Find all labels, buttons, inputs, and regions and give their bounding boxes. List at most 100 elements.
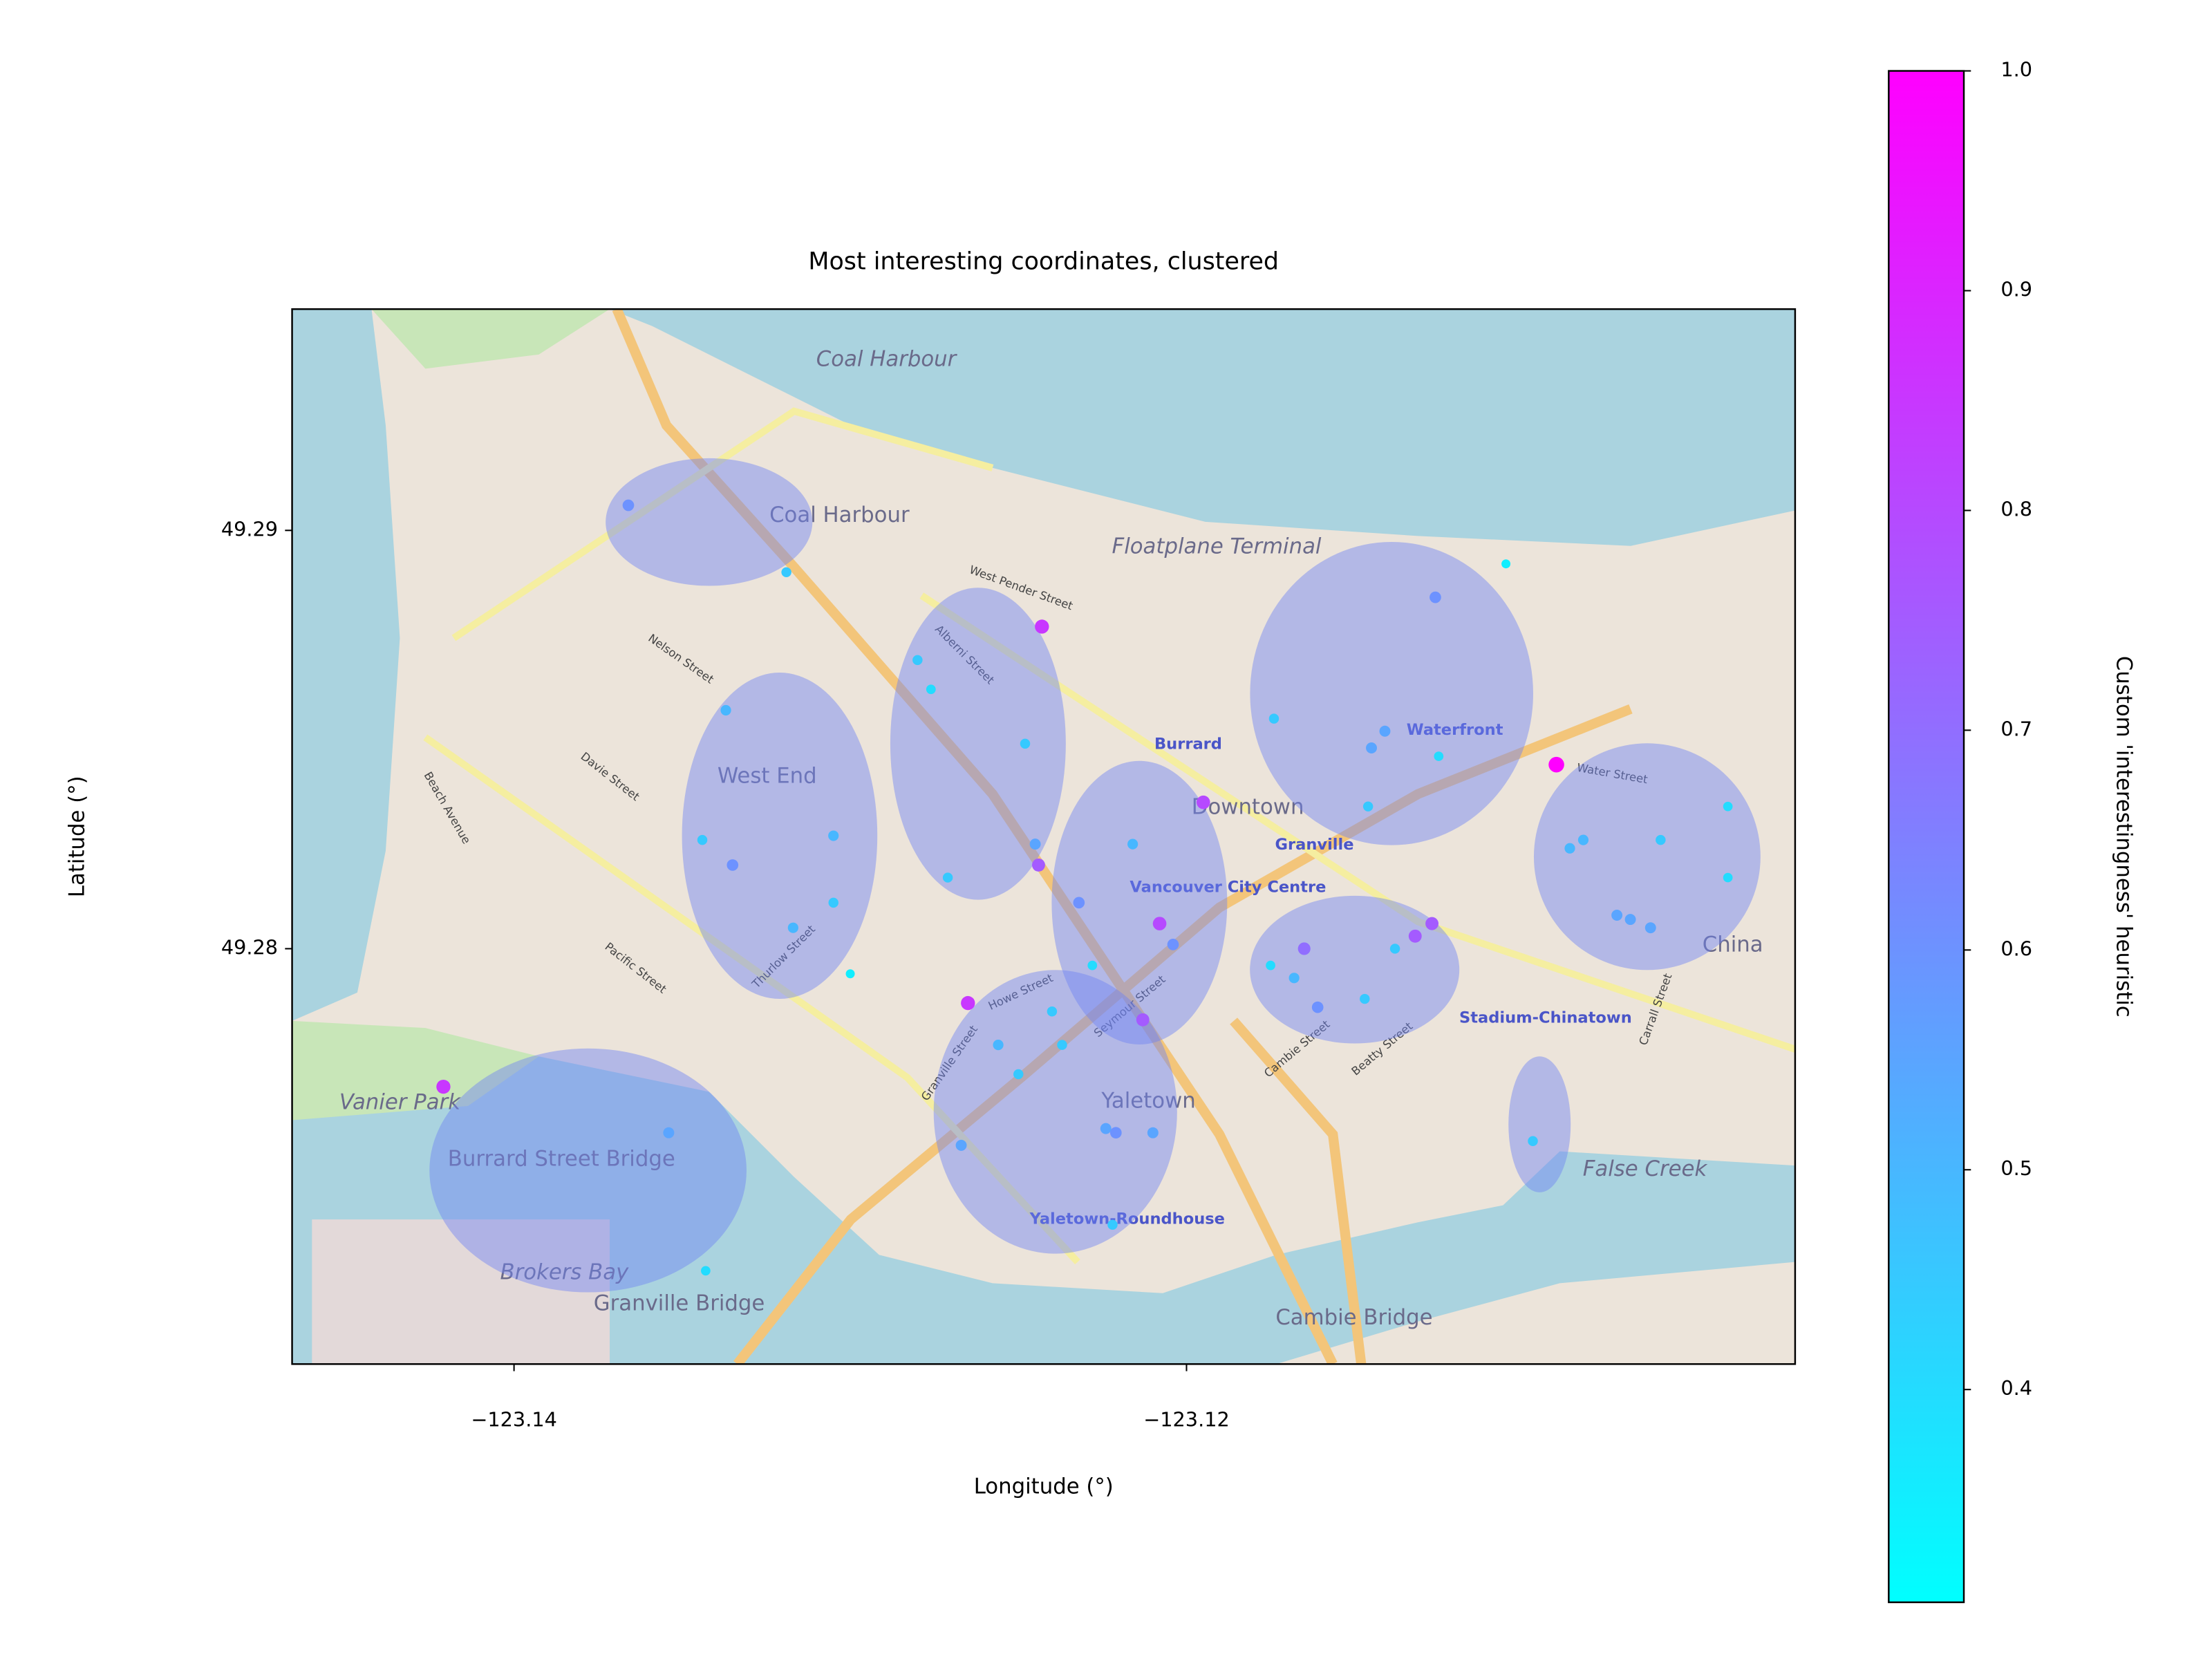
- chart-title: Most interesting coordinates, clustered: [808, 247, 1279, 275]
- point: [787, 922, 798, 933]
- point: [1644, 922, 1656, 934]
- point: [1013, 1069, 1024, 1080]
- colorbar-tick-label: 0.5: [2000, 1156, 2032, 1180]
- point: [1152, 917, 1167, 930]
- point: [727, 859, 739, 871]
- point: [697, 834, 708, 845]
- map-label: China: [1703, 932, 1763, 957]
- point: [1723, 872, 1733, 883]
- x-axis-label: Longitude (°): [974, 1474, 1114, 1499]
- point: [1288, 973, 1300, 984]
- point: [993, 1040, 1004, 1051]
- point: [720, 704, 731, 716]
- point: [1087, 960, 1098, 971]
- cluster: [1250, 541, 1533, 845]
- point: [1379, 725, 1391, 737]
- map-label: Yaletown: [1100, 1088, 1195, 1113]
- map-label: West End: [718, 764, 817, 789]
- map-label: Cambie Bridge: [1275, 1305, 1432, 1330]
- y-tick-label: 49.28: [221, 935, 278, 959]
- map-label: Vanier Park: [339, 1089, 461, 1114]
- map-label: Brokers Bay: [500, 1260, 629, 1285]
- point: [1100, 1123, 1112, 1134]
- plot-area: [429, 458, 1761, 1293]
- map-label: Vancouver City Centre: [1130, 879, 1326, 897]
- point: [663, 1127, 675, 1138]
- cluster: [1051, 760, 1228, 1045]
- cluster: [1508, 1056, 1571, 1192]
- point: [845, 969, 855, 979]
- point: [1297, 942, 1311, 955]
- point: [1035, 619, 1049, 634]
- point: [1501, 559, 1511, 569]
- point: [1032, 858, 1045, 872]
- point: [1624, 914, 1636, 926]
- point: [1196, 795, 1210, 809]
- point: [1577, 834, 1589, 845]
- point: [1564, 843, 1575, 854]
- map-label: Granville Bridge: [594, 1291, 765, 1316]
- point: [1360, 993, 1370, 1004]
- y-axis-label: Latitude (°): [64, 776, 89, 897]
- point: [1266, 960, 1275, 971]
- point: [961, 995, 975, 1011]
- point: [701, 1266, 711, 1276]
- point: [1167, 939, 1179, 950]
- colorbar-tick-label: 0.7: [2000, 717, 2032, 740]
- colorbar-tick-label: 0.6: [2000, 937, 2032, 960]
- colorbar-tick-label: 0.8: [2000, 497, 2032, 521]
- point: [828, 897, 838, 908]
- point: [1528, 1136, 1538, 1147]
- map-label: False Creek: [1583, 1156, 1708, 1181]
- colorbar: [1888, 70, 1965, 1604]
- point: [828, 830, 839, 841]
- map-label: Burrard Street Bridge: [448, 1146, 675, 1171]
- point: [1311, 1001, 1324, 1013]
- x-tick-label: −123.14: [471, 1407, 556, 1431]
- cluster: [1250, 895, 1460, 1044]
- map-label: Yaletown-Roundhouse: [1029, 1210, 1225, 1228]
- point: [1073, 897, 1085, 909]
- point: [1109, 1127, 1122, 1139]
- map-label: Burrard: [1154, 735, 1222, 753]
- point: [1029, 838, 1041, 850]
- point: [1611, 910, 1623, 921]
- point: [1047, 1006, 1058, 1017]
- cluster: [682, 673, 878, 1000]
- point: [1434, 751, 1444, 761]
- cluster: [429, 1048, 747, 1293]
- map-label: Stadium-Chinatown: [1459, 1009, 1632, 1027]
- point: [1430, 591, 1441, 603]
- point: [1268, 713, 1280, 724]
- cluster: [933, 970, 1177, 1254]
- map-label: Granville: [1275, 836, 1353, 854]
- point: [1425, 917, 1439, 930]
- map-label: Floatplane Terminal: [1112, 534, 1322, 559]
- point: [1548, 756, 1564, 773]
- point: [622, 499, 635, 512]
- point: [926, 684, 936, 695]
- colorbar-label: Custom 'interestingness' heuristic: [2111, 656, 2136, 1018]
- cluster: [606, 458, 813, 586]
- point: [1362, 801, 1374, 812]
- point: [1057, 1040, 1067, 1050]
- colorbar-tick-label: 0.4: [2000, 1376, 2032, 1400]
- axes-frame: [291, 308, 1797, 1365]
- y-tick-label: 49.29: [221, 517, 278, 541]
- point: [942, 872, 953, 883]
- point: [1127, 838, 1138, 850]
- basemap: Coal Harbour West End Downtown Yaletown …: [292, 309, 1795, 1365]
- point: [1366, 742, 1377, 753]
- point: [1020, 738, 1031, 749]
- point: [1147, 1127, 1159, 1138]
- map-label: Coal Harbour: [816, 347, 958, 372]
- colorbar-tick-label: 0.9: [2000, 278, 2032, 301]
- point: [1107, 1219, 1118, 1230]
- point: [781, 567, 791, 578]
- point: [1389, 944, 1400, 954]
- point: [1656, 834, 1666, 845]
- point: [912, 655, 923, 666]
- map-label: Coal Harbour: [769, 503, 910, 527]
- point: [1136, 1013, 1150, 1027]
